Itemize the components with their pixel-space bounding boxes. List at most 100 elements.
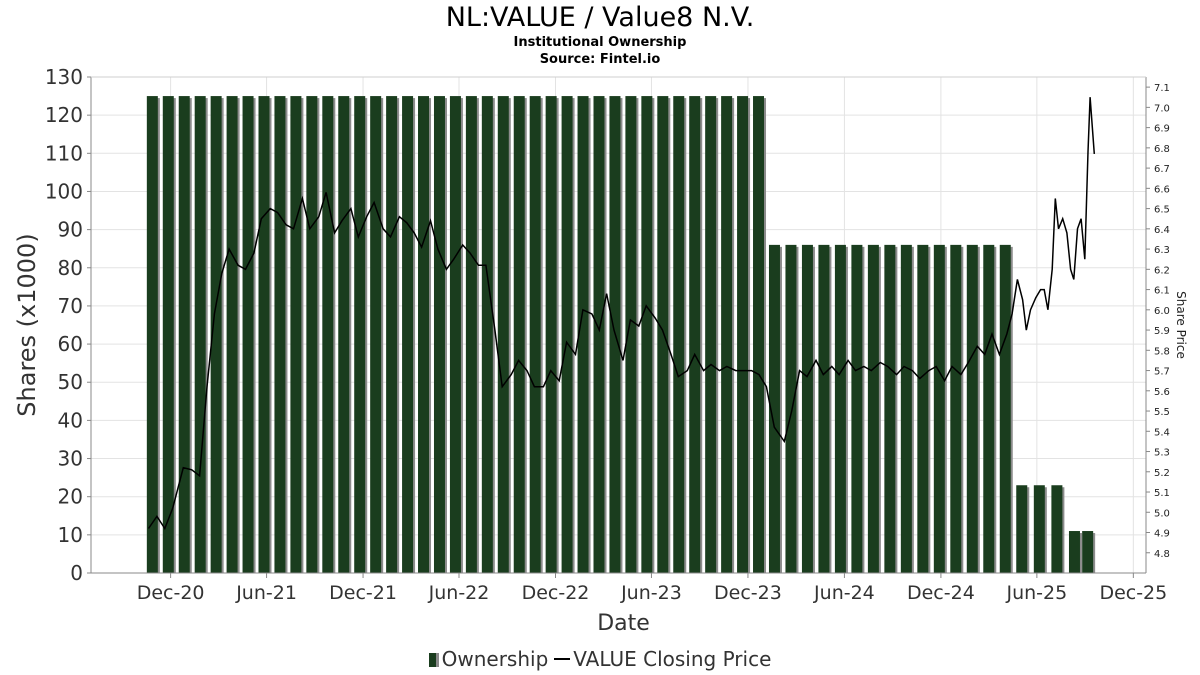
ownership-bar [1082, 531, 1094, 573]
ownership-bar [1033, 485, 1045, 573]
y2-tick-label: 6.3 [1154, 245, 1170, 256]
ownership-bar [418, 96, 430, 574]
legend-ownership-label: Ownership [441, 647, 549, 671]
legend-price-label: VALUE Closing Price [573, 647, 772, 671]
y2-tick-label: 6.7 [1154, 164, 1170, 175]
ownership-bar [867, 244, 879, 573]
x-tick-label: Jun-21 [235, 582, 297, 604]
y-tick-label: 10 [58, 523, 83, 547]
ownership-bar [737, 96, 749, 574]
ownership-bar [386, 96, 398, 574]
chart-subtitle: Institutional Ownership [513, 35, 687, 50]
ownership-bar [210, 96, 222, 574]
price-line-layer [147, 97, 1096, 531]
ownership-swatch [428, 653, 439, 667]
ownership-bar [689, 96, 701, 574]
ownership-bar [1016, 485, 1028, 573]
y2-tick-label: 5.4 [1154, 427, 1170, 438]
ownership-bar [625, 96, 637, 574]
ownership-bar [194, 96, 206, 574]
y2-tick-label: 5.6 [1154, 387, 1170, 398]
y-tick-label: 90 [58, 218, 83, 242]
y-tick-label: 40 [58, 408, 83, 432]
y-tick-label: 20 [58, 485, 83, 509]
ownership-bar [242, 96, 254, 574]
axis-labels: 0 10 20 30 40 50 60 70 80 90 100 110 120 130 Dec-20 Jun… [13, 65, 1188, 636]
x-tick-label: Dec-25 [1099, 582, 1167, 604]
x-tick-label: Jun-25 [1005, 582, 1067, 604]
y2-tick-label: 5.7 [1154, 367, 1170, 378]
y-tick-label: 110 [45, 141, 83, 165]
ownership-bar [465, 96, 477, 574]
ownership-bar [768, 244, 780, 573]
ownership-bar [481, 96, 493, 574]
y-tick-label: 30 [58, 447, 83, 471]
y2-tick-label: 5.8 [1154, 346, 1170, 357]
y2-tick-label: 7.0 [1154, 103, 1170, 114]
y-tick-label: 120 [45, 103, 83, 127]
x-tick-label: Dec-22 [522, 582, 590, 604]
x-tick-label: Jun-23 [620, 582, 682, 604]
ownership-bar [641, 96, 653, 574]
ownership-bar [338, 96, 350, 574]
ownership-bar [966, 244, 978, 573]
ownership-bar [818, 244, 830, 573]
ownership-bar [497, 96, 509, 574]
y2-tick-label: 5.2 [1154, 468, 1170, 479]
ownership-bars [146, 96, 1096, 574]
y-tick-label: 60 [58, 332, 83, 356]
y2-tick-label: 6.2 [1154, 265, 1170, 276]
y2-tick-label: 6.4 [1154, 225, 1170, 236]
x-tick-label: Jun-22 [428, 582, 490, 604]
ownership-bar [785, 244, 797, 573]
y2-tick-label: 6.8 [1154, 144, 1170, 155]
ownership-bar [999, 244, 1011, 573]
ownership-bar [657, 96, 669, 574]
y2-tick-label: 5.1 [1154, 488, 1170, 499]
price-swatch [554, 658, 571, 660]
y-tick-label: 50 [58, 370, 83, 394]
ownership-bar [851, 244, 863, 573]
ownership-bar [561, 96, 573, 574]
ownership-bar [705, 96, 717, 574]
ownership-bar [322, 96, 334, 574]
ownership-bar [226, 96, 238, 574]
ownership-bar [449, 96, 461, 574]
y2-tick-label: 6.5 [1154, 205, 1170, 216]
ownership-bar [545, 96, 557, 574]
y2-tick-label: 6.6 [1154, 184, 1170, 195]
y-tick-label: 80 [58, 256, 83, 280]
ownership-bar [290, 96, 302, 574]
ownership-bar [433, 96, 445, 574]
y-tick-label: 0 [70, 561, 83, 585]
ownership-bar [529, 96, 541, 574]
y-tick-label: 100 [45, 179, 83, 203]
ownership-bar [673, 96, 685, 574]
chart-axes [87, 76, 1150, 578]
ownership-bar [834, 244, 846, 573]
y2-tick-label: 6.1 [1154, 286, 1170, 297]
ownership-bar [354, 96, 366, 574]
x-tick-label: Dec-21 [329, 582, 397, 604]
ownership-bar [933, 244, 945, 573]
chart-source: Source: Fintel.io [539, 52, 661, 67]
ownership-bar [721, 96, 733, 574]
ownership-bar [1051, 485, 1063, 573]
y2-tick-label: 5.3 [1154, 448, 1170, 459]
y-tick-label: 130 [45, 65, 83, 89]
ownership-bar [900, 244, 912, 573]
ownership-bar [370, 96, 382, 574]
ownership-bar [306, 96, 318, 574]
y2-tick-label: 5.9 [1154, 326, 1170, 337]
x-tick-label: Jun-24 [813, 582, 875, 604]
ownership-bar [801, 244, 813, 573]
ownership-bar [258, 96, 270, 574]
y2-tick-label: 6.0 [1154, 306, 1170, 317]
chart-legend: Ownership VALUE Closing Price [0, 647, 1200, 671]
ownership-bar [950, 244, 962, 573]
ownership-bar [146, 96, 158, 574]
price-line [147, 97, 1096, 531]
ownership-bar [178, 96, 190, 574]
ownership-bar [917, 244, 929, 573]
